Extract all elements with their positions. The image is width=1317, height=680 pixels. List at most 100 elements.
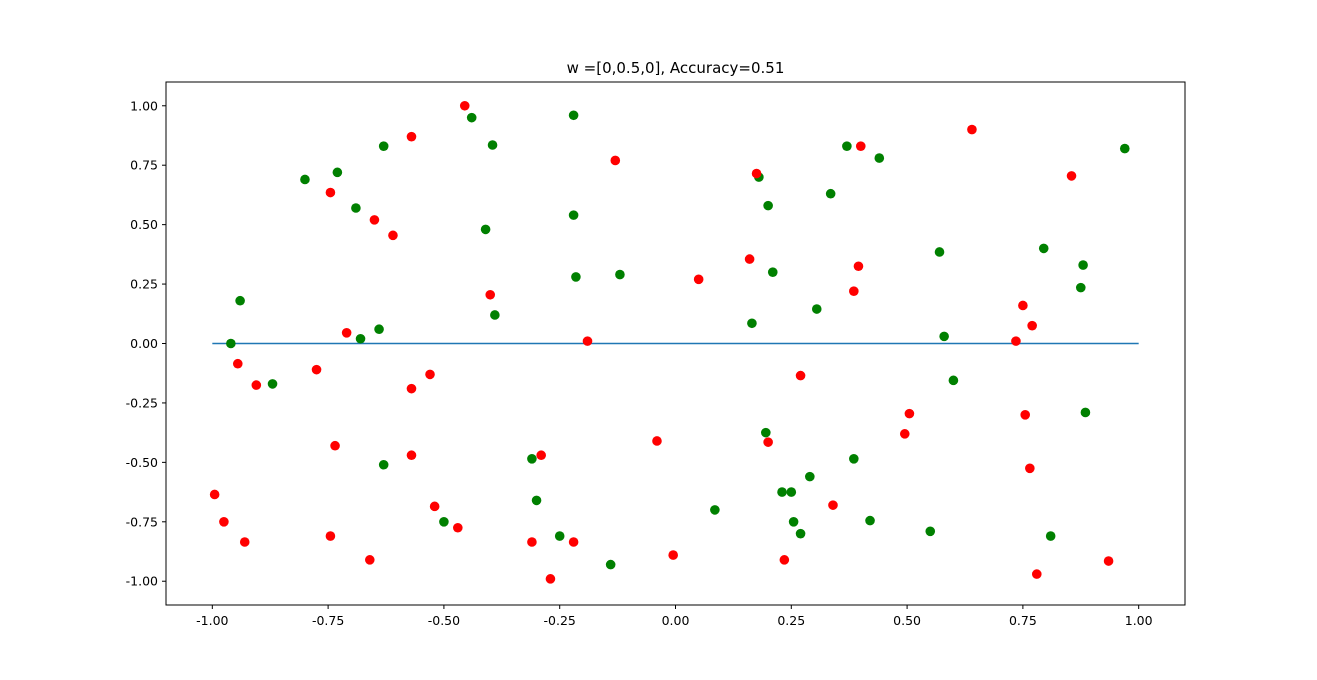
x-tick-label: 0.25 <box>777 613 805 628</box>
green-point <box>849 453 859 464</box>
red-point <box>828 500 838 510</box>
green-point <box>1045 531 1056 541</box>
y-tick-label: -0.75 <box>126 514 158 529</box>
y-tick-label: -0.50 <box>126 455 158 470</box>
red-point <box>568 537 579 547</box>
red-point <box>1025 463 1035 474</box>
green-point <box>235 295 245 306</box>
x-tick-label: 0.50 <box>893 613 921 628</box>
green-point <box>355 333 366 344</box>
green-point <box>571 272 581 282</box>
red-point <box>209 489 220 500</box>
y-tick-label: 0.25 <box>130 277 158 292</box>
green-point <box>1038 243 1049 254</box>
x-tick-label: 0.00 <box>662 613 690 628</box>
green-point <box>761 427 771 438</box>
red-point <box>610 155 621 166</box>
green-point <box>747 318 757 329</box>
green-point <box>487 140 498 150</box>
red-point <box>849 286 859 297</box>
red-point <box>744 254 755 264</box>
red-point <box>652 436 662 446</box>
red-point <box>1018 300 1028 311</box>
red-point <box>311 364 322 375</box>
green-point <box>786 487 797 497</box>
red-point <box>668 550 678 560</box>
green-point <box>811 304 822 314</box>
green-point <box>439 516 449 527</box>
red-point <box>406 383 417 394</box>
green-point <box>805 471 815 482</box>
green-point <box>267 379 278 389</box>
red-point <box>239 537 250 547</box>
green-point <box>1119 143 1130 154</box>
red-point <box>545 574 556 584</box>
green-point <box>480 224 491 235</box>
green-point <box>332 167 343 178</box>
red-point <box>527 537 537 547</box>
red-point <box>536 450 546 461</box>
x-tick-label: -1.00 <box>196 613 228 628</box>
red-point <box>855 141 866 151</box>
red-point <box>251 380 262 390</box>
y-tick-label: -0.25 <box>126 395 158 410</box>
green-point <box>605 559 616 570</box>
red-point <box>425 369 435 380</box>
red-point <box>406 450 417 461</box>
green-point <box>874 153 885 163</box>
red-point <box>1031 569 1042 579</box>
x-tick-label: -0.50 <box>428 613 460 628</box>
green-point <box>788 516 799 527</box>
red-point <box>967 124 977 135</box>
green-point <box>1075 282 1086 293</box>
green-point <box>351 203 361 213</box>
axes-frame <box>165 81 1186 606</box>
red-point <box>582 336 593 346</box>
red-point <box>459 100 470 111</box>
red-point <box>219 516 229 527</box>
red-point <box>795 370 806 381</box>
green-point <box>767 267 778 277</box>
red-point <box>1027 320 1037 331</box>
green-point <box>527 453 537 464</box>
green-point <box>490 310 500 320</box>
green-point <box>615 269 625 280</box>
red-point <box>1011 336 1021 346</box>
red-point <box>365 555 375 565</box>
red-point <box>1020 410 1031 420</box>
x-tick-label: -0.25 <box>544 613 576 628</box>
green-point <box>948 375 959 386</box>
plot-area: -1.00 -0.75 -0.50 -0.25 0.00 0.25 0.50 0.75 1.00… <box>126 98 1153 628</box>
red-point <box>779 555 790 565</box>
y-tick-label: -1.00 <box>126 574 158 589</box>
x-tick-label: -0.75 <box>312 613 344 628</box>
green-point <box>795 528 806 539</box>
green-point <box>763 200 773 211</box>
y-tick-label: 0.00 <box>130 336 158 351</box>
red-point <box>369 215 380 225</box>
y-tick-label: 0.75 <box>130 158 158 173</box>
green-point <box>568 210 579 220</box>
green-point <box>554 531 565 541</box>
green-point <box>710 505 720 515</box>
x-tick-label: 0.75 <box>1009 613 1037 628</box>
green-point <box>934 247 945 257</box>
red-point <box>406 131 417 142</box>
red-point <box>341 328 352 338</box>
green-point <box>531 495 542 506</box>
green-point <box>300 174 310 185</box>
green-point <box>1078 260 1088 270</box>
green-point <box>865 515 875 526</box>
red-point <box>763 437 773 447</box>
green-point <box>378 459 389 470</box>
green-point <box>1080 407 1091 418</box>
red-point <box>751 168 762 179</box>
green-point <box>378 141 389 151</box>
red-point <box>325 187 336 198</box>
green-point <box>777 487 787 497</box>
chart-title: w =[0,0.5,0], Accuracy=0.51 <box>567 59 785 77</box>
red-point <box>388 230 398 241</box>
y-tick-label: 0.50 <box>130 217 158 232</box>
